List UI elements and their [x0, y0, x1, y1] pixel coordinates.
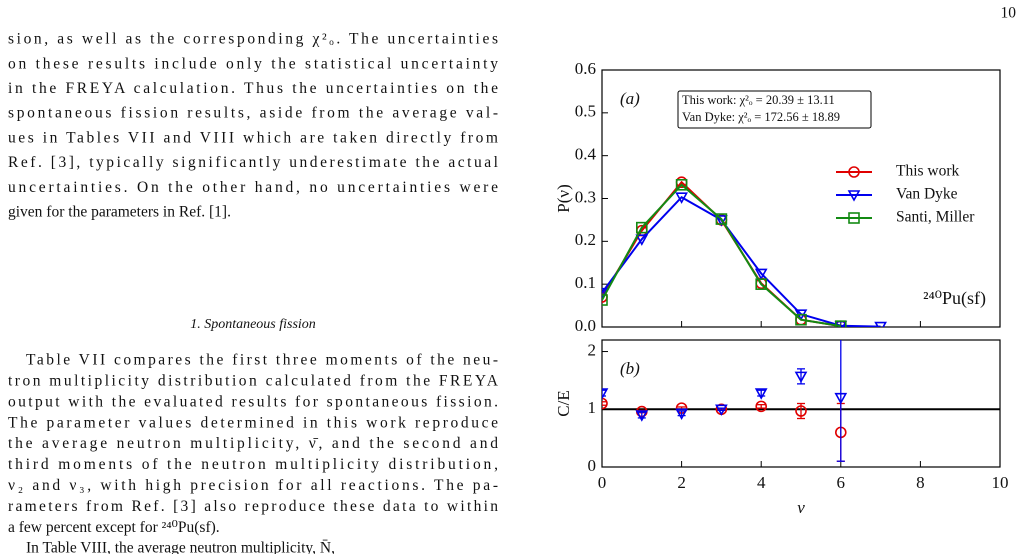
series-line [602, 195, 881, 327]
marker [795, 405, 807, 417]
legend-label: Santi, Miller [896, 209, 975, 226]
marker [834, 320, 847, 327]
fit-box [677, 90, 872, 129]
text-line: output with the evaluated results for sp… [8, 393, 498, 410]
y-tick-label: 0 [588, 456, 597, 475]
marker [675, 192, 688, 204]
y-tick-label: 0.0 [575, 316, 596, 335]
y-tick-label: 1 [588, 398, 597, 417]
fit-text: Van Dyke: χ²ₒ = 172.56 ± 18.89 [682, 110, 840, 124]
text-line: in the FREYA calculation. Thus the uncer… [8, 80, 498, 97]
marker [848, 166, 860, 178]
y-axis-label: P(ν) [554, 184, 573, 212]
legend-label: Van Dyke [896, 186, 958, 203]
marker [675, 178, 688, 191]
marker [754, 388, 768, 400]
x-axis-label: ν [797, 498, 805, 517]
text-line: the average neutron multiplicity, ν̄, an… [8, 435, 498, 452]
y-tick-label: 0.4 [575, 145, 597, 164]
marker [794, 371, 808, 384]
series-line [602, 180, 841, 327]
text-line: Table VII compares the first three momen… [26, 352, 498, 369]
y-tick-label: 0.5 [575, 102, 596, 121]
marker [715, 215, 728, 227]
text-line: given for the parameters in Ref. [1]. [8, 203, 231, 220]
figure: 0.0 0.1 0.2 0.3 0.4 0.5 0.6 P(ν) (a) This work Van… [554, 59, 1009, 517]
marker [874, 321, 887, 327]
marker [635, 234, 649, 246]
text-line: ν₂ and ν₃, with high precision for all r… [8, 477, 498, 494]
marker [834, 392, 848, 405]
marker [675, 408, 688, 420]
text-line: third moments of the neutron multiplicit… [8, 456, 498, 473]
marker [602, 397, 608, 410]
legend-label: This work [896, 163, 960, 180]
x-tick-label: 0 [598, 473, 607, 492]
text-line: The parameter values determined in this … [8, 414, 498, 431]
y-axis-label: C/E [554, 390, 573, 416]
y-tick-label: 0.1 [575, 273, 596, 292]
text-line: rameters from Ref. [3] also reproduce th… [8, 498, 498, 515]
marker [848, 212, 860, 224]
panel-label: (b) [620, 359, 640, 378]
panel-label: (a) [620, 89, 640, 108]
marker [602, 287, 609, 300]
text-line: Ref. [3], typically significantly undere… [8, 154, 498, 171]
plot-area [602, 340, 1000, 462]
marker [602, 294, 608, 306]
marker [755, 278, 768, 290]
fit-text: This work: χ²ₒ = 20.39 ± 13.11 [682, 93, 835, 107]
y-tick-label: 0.6 [575, 59, 596, 78]
text-line: spontaneous fission results, aside from … [8, 105, 498, 122]
text-line: ues in Tables VII and VIII which are tak… [8, 129, 498, 146]
text-line: In Table VIII, the average neutron multi… [26, 540, 335, 554]
marker [602, 388, 609, 400]
x-tick-label: 10 [992, 473, 1009, 492]
section-heading: 1. Spontaneous fission [190, 317, 316, 332]
marker [635, 221, 648, 234]
x-tick-label: 8 [916, 473, 925, 492]
body-text: sion, as well as the corresponding χ²ₒ. … [8, 31, 499, 554]
x-tick-label: 4 [757, 473, 766, 492]
y-tick-label: 2 [588, 340, 597, 359]
marker [635, 410, 649, 422]
marker [715, 213, 728, 225]
page-number: 10 [1001, 5, 1017, 22]
series-line [602, 183, 841, 327]
y-tick-label: 0.2 [575, 230, 596, 249]
marker [847, 190, 861, 202]
text-line: tron multiplicity distribution calculate… [8, 372, 499, 389]
text-line: sion, as well as the corresponding χ²ₒ. … [8, 31, 498, 48]
marker [795, 313, 807, 326]
x-tick-label: 2 [677, 473, 686, 492]
plot-area [602, 176, 887, 327]
reaction-label: ²⁴⁰Pu(sf) [923, 288, 986, 309]
x-tick-label: 6 [837, 473, 846, 492]
marker [755, 400, 768, 413]
text-line: uncertainties. On the other hand, no unc… [8, 179, 498, 196]
y-tick-label: 0.3 [575, 187, 596, 206]
text-line: on these results include only the statis… [8, 55, 498, 72]
text-line: a few percent except for ²⁴⁰Pu(sf). [8, 519, 220, 536]
marker [715, 404, 728, 416]
marker [754, 268, 768, 281]
